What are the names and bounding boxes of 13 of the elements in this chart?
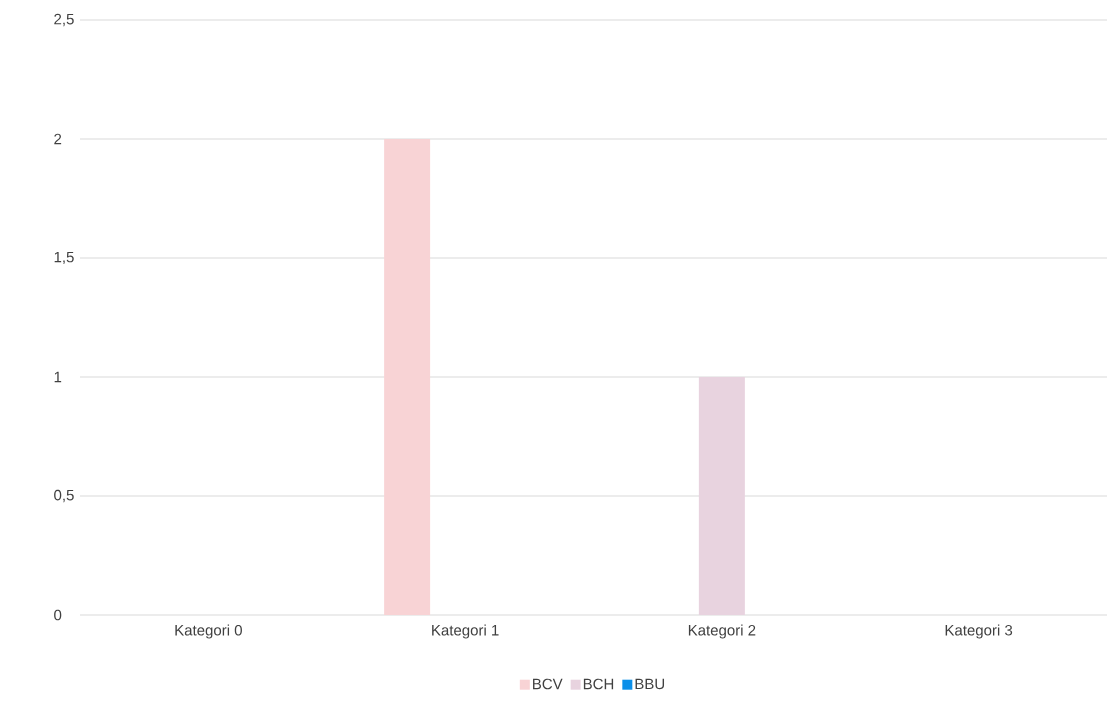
legend-label: BCV bbox=[533, 678, 563, 690]
x-tick-label: Kategori 0 bbox=[175, 624, 242, 639]
legend-label: BCH bbox=[583, 678, 614, 690]
y-tick-label: 1,5 bbox=[54, 251, 74, 265]
y-tick-label: 0 bbox=[54, 609, 62, 621]
x-tick-label: Kategori 2 bbox=[688, 624, 756, 639]
x-tick-label: Kategori 1 bbox=[432, 624, 499, 639]
x-tick-label: Kategori 3 bbox=[945, 624, 1013, 639]
y-tick-label: 1 bbox=[54, 371, 62, 383]
y-tick-label: 0,5 bbox=[54, 489, 74, 503]
y-tick-label: 2,5 bbox=[54, 13, 74, 27]
legend-label: BBU bbox=[635, 678, 665, 690]
y-tick-label: 2 bbox=[54, 133, 62, 145]
